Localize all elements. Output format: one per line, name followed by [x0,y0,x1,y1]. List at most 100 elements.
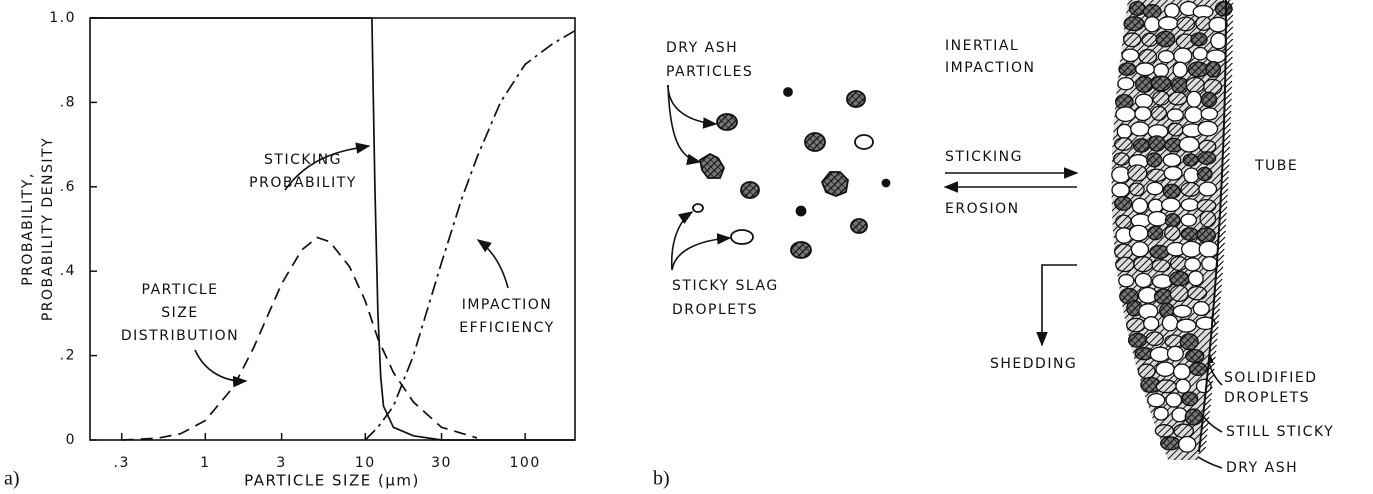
deposit-grain [1184,257,1202,272]
tube-hatch [1209,338,1218,347]
tube-hatch [1220,182,1229,191]
deposit-grain [1121,48,1140,63]
deposit-grain [1134,106,1152,122]
tube-hatch [1205,386,1213,395]
deposit-grain [1199,210,1217,228]
label-arrow [667,84,718,129]
tube-hatch [1210,332,1219,341]
deposit-grain [1175,378,1191,394]
deposit-grain [1127,332,1148,348]
tube-hatch [1201,422,1209,431]
tube-hatch [1208,356,1216,365]
deposit-grain [1127,164,1148,182]
tube-hatch [1218,230,1226,239]
diagram-label: EROSION [945,201,1020,217]
diagram-label: INERTIAL [945,38,1019,54]
tube-hatch [1211,314,1220,323]
deposit-grain [1155,379,1177,394]
tube-hatch [1216,248,1225,257]
deposit-grain [1189,362,1208,376]
tube-hatch [1221,176,1229,185]
deposit-grain [1195,316,1216,331]
deposit-grain [1167,122,1184,137]
tube-hatch [1206,374,1215,383]
deposit-grain [1205,49,1227,64]
tube-hatch [1223,116,1232,125]
y-axis-label: PROBABILITY, [20,172,36,286]
deposit-grain [1146,152,1163,168]
y-tick-label: 1.0 [49,10,76,26]
deposit-grain [1166,345,1184,362]
deposit-grain [1185,348,1205,363]
deposit-grain [1153,406,1169,421]
tube-hatch [1224,62,1233,71]
y-tick-label: .2 [60,348,76,364]
deposit-grain [1128,224,1149,242]
tube-hatch [1212,302,1221,311]
deposit-grain [1197,120,1219,137]
series-line [121,236,478,441]
deposit-grain [1192,300,1210,317]
tube-hatch [1202,410,1211,419]
tube-hatch [1224,86,1233,95]
diagram-label: TUBE [1254,158,1298,174]
tube-hatch [1225,38,1234,47]
deposit-grain [1151,273,1173,289]
y-tick-label: .8 [60,94,76,110]
x-tick-label: .3 [114,455,130,471]
tube-hatch [1220,194,1229,203]
deposit-grain [1197,151,1217,165]
series-label: PROBABILITY [249,175,357,191]
deposit-grain [1196,166,1213,182]
deposit-grain [1162,183,1181,199]
deposit-grain [1130,121,1150,137]
x-axis-label: PARTICLE SIZE (μm) [244,472,420,490]
diagram-label: SOLIDIFIED [1224,370,1318,386]
deposit-grain [1183,167,1200,184]
tube-hatch [1225,0,1231,5]
tube-hatch [1215,272,1224,281]
tube-hatch [1224,74,1233,83]
deposit-grain [1132,138,1151,153]
tube-hatch [1206,368,1215,377]
tube-hatch [1225,50,1233,59]
tube-hatch [1222,146,1231,155]
deposit-grain [1157,49,1175,64]
deposit-grain [1147,198,1164,214]
deposit-grain [1176,16,1196,32]
tube-hatch [1221,164,1230,173]
tube-hatch [1210,326,1219,335]
tube-hatch [1203,404,1211,413]
deposit-grain [1187,61,1209,78]
deposit-grain [1201,256,1219,272]
tube-hatch [1219,200,1228,209]
y-tick-label: .4 [60,263,76,279]
deposit-grain [1134,93,1154,109]
label-arrow [667,84,702,166]
deposit-grain [1141,32,1159,47]
tube-hatch [1208,350,1217,359]
deposit-grain [1180,181,1201,197]
deposit-grain [1162,153,1182,168]
annotation-arrow [476,239,509,289]
deposit-grain [1200,107,1219,121]
tube-hatch [1212,308,1221,317]
shedding-arrow [1036,264,1077,347]
tube-hatch [1225,2,1234,11]
deposit-grain [1148,135,1166,152]
tube-hatch [1205,380,1214,389]
diagram-label: DROPLETS [672,302,758,318]
deposit-grain [1113,152,1130,166]
deposit-grain [1160,436,1181,451]
deposit-grain [1185,76,1205,94]
y-axis-label: PROBABILITY DENSITY [40,137,56,321]
deposit-grain [1178,136,1200,153]
x-tick-label: 100 [510,455,541,471]
diagram-label: DROPLETS [1224,390,1310,406]
deposit-grain [1150,105,1168,121]
tube-hatch [1225,56,1233,65]
deposit-grain [1200,91,1218,108]
deposit-grain [1180,213,1198,227]
deposit-grain [1173,423,1194,439]
